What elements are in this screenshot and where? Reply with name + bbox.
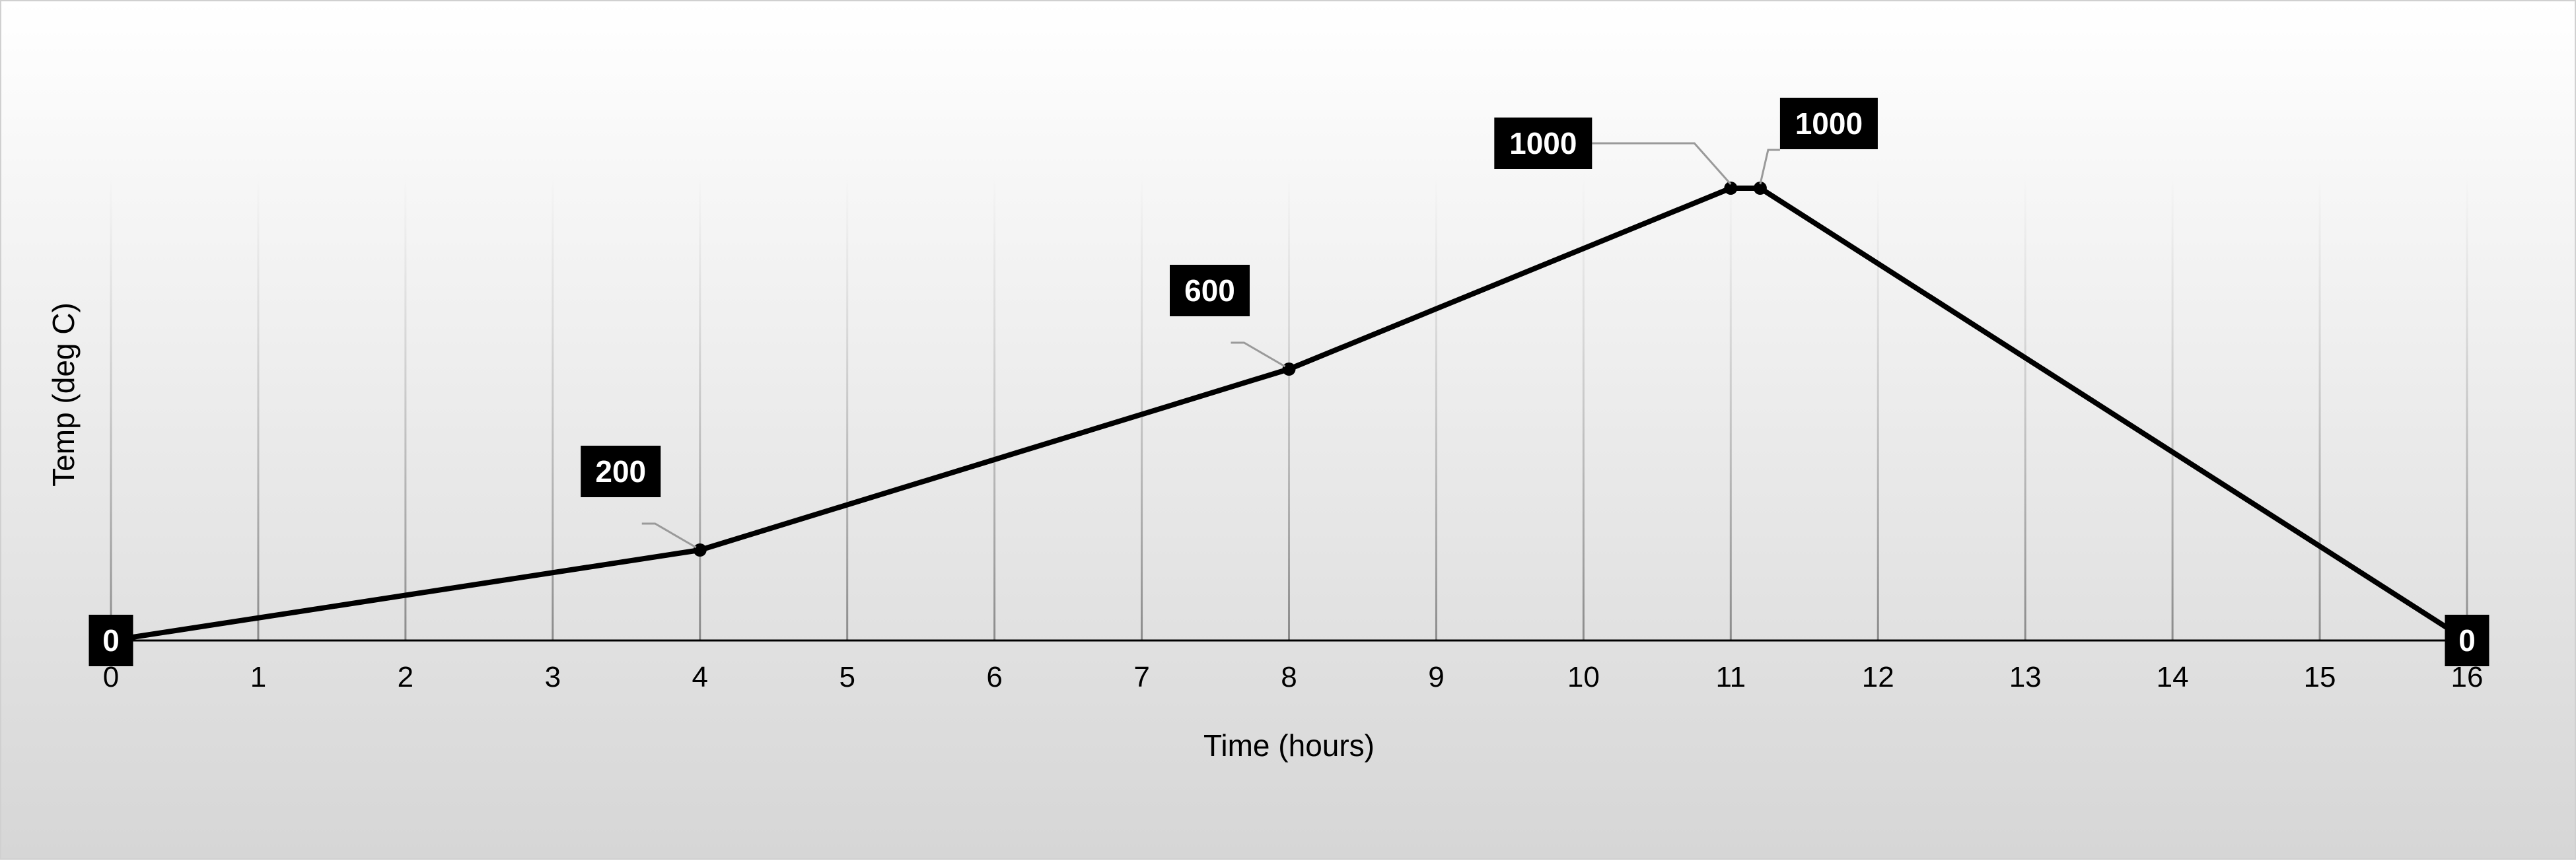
x-tick-label: 8 bbox=[1281, 661, 1297, 693]
x-tick-label: 2 bbox=[398, 661, 413, 693]
gridline bbox=[1141, 172, 1143, 640]
data-label: 200 bbox=[595, 454, 646, 489]
x-tick-label: 4 bbox=[692, 661, 708, 693]
data-label-leader bbox=[641, 522, 697, 549]
gridline bbox=[993, 172, 996, 640]
data-point bbox=[693, 543, 707, 557]
data-label-leader bbox=[1231, 341, 1286, 368]
gridline bbox=[1435, 172, 1437, 640]
gridline bbox=[1288, 172, 1290, 640]
data-label-box bbox=[89, 615, 133, 666]
y-axis-title: Temp (deg C) bbox=[46, 302, 81, 487]
x-tick-label: 11 bbox=[1715, 661, 1746, 693]
x-tick-label: 14 bbox=[2157, 661, 2189, 693]
x-tick-label: 16 bbox=[2451, 661, 2484, 693]
data-label-box bbox=[1494, 118, 1592, 169]
gridline bbox=[846, 172, 849, 640]
gridline bbox=[2466, 172, 2468, 640]
gridline bbox=[1582, 172, 1585, 640]
data-label-box bbox=[1170, 265, 1250, 316]
x-tick-label: 5 bbox=[839, 661, 855, 693]
x-tick-label: 7 bbox=[1133, 661, 1149, 693]
data-label: 1000 bbox=[1509, 126, 1577, 160]
data-label-box bbox=[1779, 98, 1878, 149]
gridline bbox=[2024, 172, 2026, 640]
x-axis-title: Time (hours) bbox=[1203, 728, 1375, 763]
gridline bbox=[2318, 172, 2321, 640]
data-label-box bbox=[2445, 615, 2489, 666]
data-point bbox=[1282, 362, 1296, 376]
gridlines bbox=[110, 172, 2468, 640]
x-tick-label: 3 bbox=[545, 661, 561, 693]
x-tick-labels: 0 1 2 3 4 5 6 7 8 9 10 11 12 13 14 15 16 bbox=[103, 661, 2484, 693]
gridline bbox=[2171, 172, 2174, 640]
data-label: 0 bbox=[102, 623, 120, 658]
data-label: 600 bbox=[1184, 273, 1235, 308]
x-tick-label: 0 bbox=[103, 661, 119, 693]
gridline bbox=[699, 172, 701, 640]
x-tick-label: 15 bbox=[2304, 661, 2336, 693]
series-line bbox=[110, 186, 2469, 643]
gridline bbox=[404, 172, 407, 640]
gridline bbox=[552, 172, 554, 640]
x-tick-label: 13 bbox=[2009, 661, 2042, 693]
x-tick-label: 12 bbox=[1862, 661, 1894, 693]
x-tick-label: 10 bbox=[1567, 661, 1600, 693]
data-label-box bbox=[581, 446, 661, 497]
gridline bbox=[1729, 172, 1732, 640]
data-point bbox=[1724, 182, 1738, 195]
gridline bbox=[1877, 172, 1879, 640]
data-point bbox=[1753, 182, 1767, 195]
x-tick-label: 1 bbox=[250, 661, 266, 693]
data-label-leader bbox=[1759, 149, 1780, 185]
data-labels: 0 200 600 1000 1000 0 bbox=[89, 98, 2489, 666]
gridline bbox=[257, 172, 260, 640]
x-tick-label: 6 bbox=[986, 661, 1002, 693]
series-line-layer bbox=[110, 182, 2469, 643]
data-label: 1000 bbox=[1795, 106, 1863, 141]
data-label-leader bbox=[1592, 142, 1732, 185]
gridline bbox=[110, 172, 112, 640]
x-tick-label: 9 bbox=[1428, 661, 1444, 693]
data-label: 0 bbox=[2458, 623, 2476, 658]
